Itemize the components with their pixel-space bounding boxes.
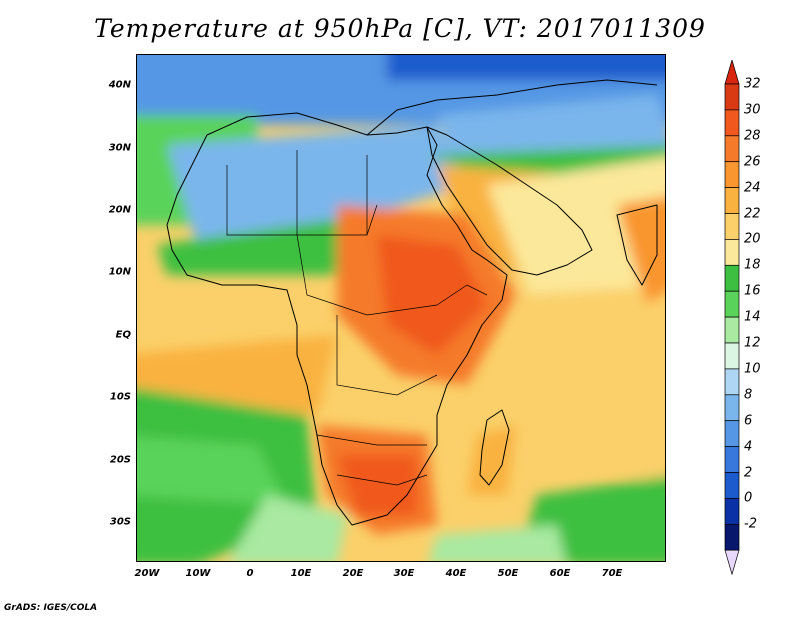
lon-label-70e: 70E bbox=[601, 568, 623, 579]
colorbar-swatch bbox=[724, 135, 740, 163]
colorbar-label: 24 bbox=[744, 180, 761, 196]
colorbar-label: 20 bbox=[744, 231, 761, 247]
lon-label-10w: 10W bbox=[185, 568, 211, 579]
colorbar-label: 14 bbox=[744, 309, 761, 325]
colorbar-swatch bbox=[724, 498, 740, 525]
colorbar-swatch bbox=[724, 161, 740, 188]
lat-label-30n: 30N bbox=[108, 142, 131, 154]
colorbar-swatch bbox=[724, 523, 740, 551]
lon-label-50e: 50E bbox=[497, 568, 519, 579]
lon-label-0: 0 bbox=[246, 568, 254, 579]
colorbar bbox=[724, 60, 740, 576]
colorbar-swatch bbox=[724, 420, 740, 447]
colorbar-label: 22 bbox=[744, 206, 761, 221]
colorbar-swatch bbox=[724, 83, 740, 111]
colorbar-swatch bbox=[724, 264, 740, 292]
colorbar-label: 30 bbox=[744, 102, 761, 118]
lat-label-eq: EQ bbox=[115, 329, 131, 341]
colorbar-swatch bbox=[724, 472, 740, 499]
credit-text: GrADS: IGES/COLA bbox=[4, 603, 98, 613]
colorbar-label: 18 bbox=[744, 257, 761, 273]
lon-label-10e: 10E bbox=[290, 568, 312, 579]
colorbar-label: 0 bbox=[744, 490, 753, 506]
colorbar-swatch bbox=[724, 342, 740, 370]
colorbar-label: 6 bbox=[744, 413, 753, 429]
colorbar-swatch bbox=[724, 213, 740, 240]
colorbar-label: 28 bbox=[744, 128, 761, 144]
lat-label-20n: 20N bbox=[108, 204, 131, 216]
colorbar-under-arrow bbox=[724, 549, 740, 576]
colorbar-label: 2 bbox=[744, 465, 753, 480]
lon-label-30e: 30E bbox=[393, 568, 415, 579]
colorbar-swatch bbox=[724, 446, 740, 473]
colorbar-swatch bbox=[724, 239, 740, 266]
lon-label-20e: 20E bbox=[342, 568, 364, 579]
colorbar-swatch bbox=[724, 368, 740, 396]
colorbar-swatch bbox=[724, 290, 740, 318]
colorbar-label: 32 bbox=[744, 76, 761, 92]
colorbar-label: 16 bbox=[744, 283, 761, 299]
colorbar-label: 12 bbox=[744, 335, 761, 351]
colorbar-label: 26 bbox=[744, 154, 761, 170]
colorbar-swatch bbox=[724, 394, 740, 422]
colorbar-label: 8 bbox=[744, 387, 753, 403]
colorbar-swatch bbox=[724, 109, 740, 137]
lon-label-60e: 60E bbox=[549, 568, 571, 579]
temperature-map bbox=[136, 54, 666, 562]
colorbar-swatch bbox=[724, 187, 740, 214]
colorbar-label: 10 bbox=[744, 361, 761, 377]
lat-label-10s: 10S bbox=[109, 391, 131, 403]
lat-label-30s: 30S bbox=[109, 516, 131, 528]
colorbar-swatch bbox=[724, 316, 740, 344]
lon-label-20w: 20W bbox=[134, 568, 160, 579]
colorbar-over-arrow bbox=[724, 60, 740, 85]
lat-label-40n: 40N bbox=[108, 79, 131, 91]
colorbar-label: -2 bbox=[744, 516, 757, 532]
colorbar-label: 4 bbox=[744, 439, 753, 455]
lon-label-40e: 40E bbox=[445, 568, 467, 579]
lat-label-20s: 20S bbox=[109, 454, 131, 466]
chart-title: Temperature at 950hPa [C], VT: 201701130… bbox=[94, 14, 706, 43]
lat-label-10n: 10N bbox=[108, 266, 131, 278]
